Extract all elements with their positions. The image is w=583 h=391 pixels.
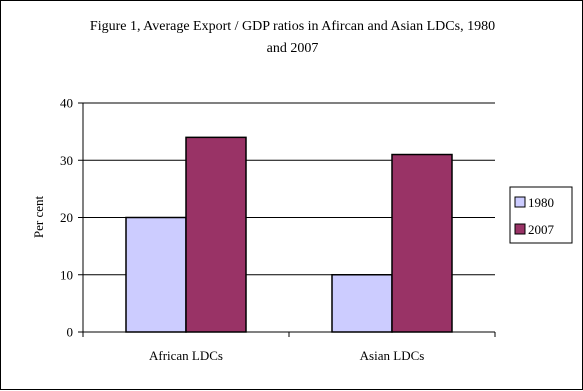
legend-swatch-1980: [514, 196, 526, 208]
x-tick-label: African LDCs: [149, 348, 223, 363]
bars: [125, 136, 453, 333]
legend-swatch-2007: [514, 223, 526, 235]
bar-2007-0: [185, 136, 247, 333]
bar-1980-1: [331, 274, 393, 333]
legend-label-1980: 1980: [528, 195, 554, 210]
y-axis-label: Per cent: [31, 195, 46, 238]
x-tick-labels: African LDCs Asian LDCs: [149, 348, 424, 363]
axes: [78, 102, 496, 337]
chart-title-line-2: and 2007: [267, 41, 319, 56]
legend: 1980 2007: [509, 186, 573, 244]
bar-2007-1: [391, 153, 453, 333]
chart-title-line-1: Figure 1, Average Export / GDP ratios in…: [90, 19, 495, 34]
y-tick-labels: 0 10 20 30 40: [60, 96, 73, 340]
y-tick-label: 40: [60, 96, 73, 111]
y-tick-label: 20: [60, 210, 73, 225]
y-tick-label: 0: [67, 325, 74, 340]
x-tick-label: Asian LDCs: [360, 348, 425, 363]
legend-label-2007: 2007: [528, 222, 555, 237]
bar-1980-0: [125, 216, 187, 333]
y-tick-label: 30: [60, 153, 73, 168]
y-tick-label: 10: [60, 267, 73, 282]
